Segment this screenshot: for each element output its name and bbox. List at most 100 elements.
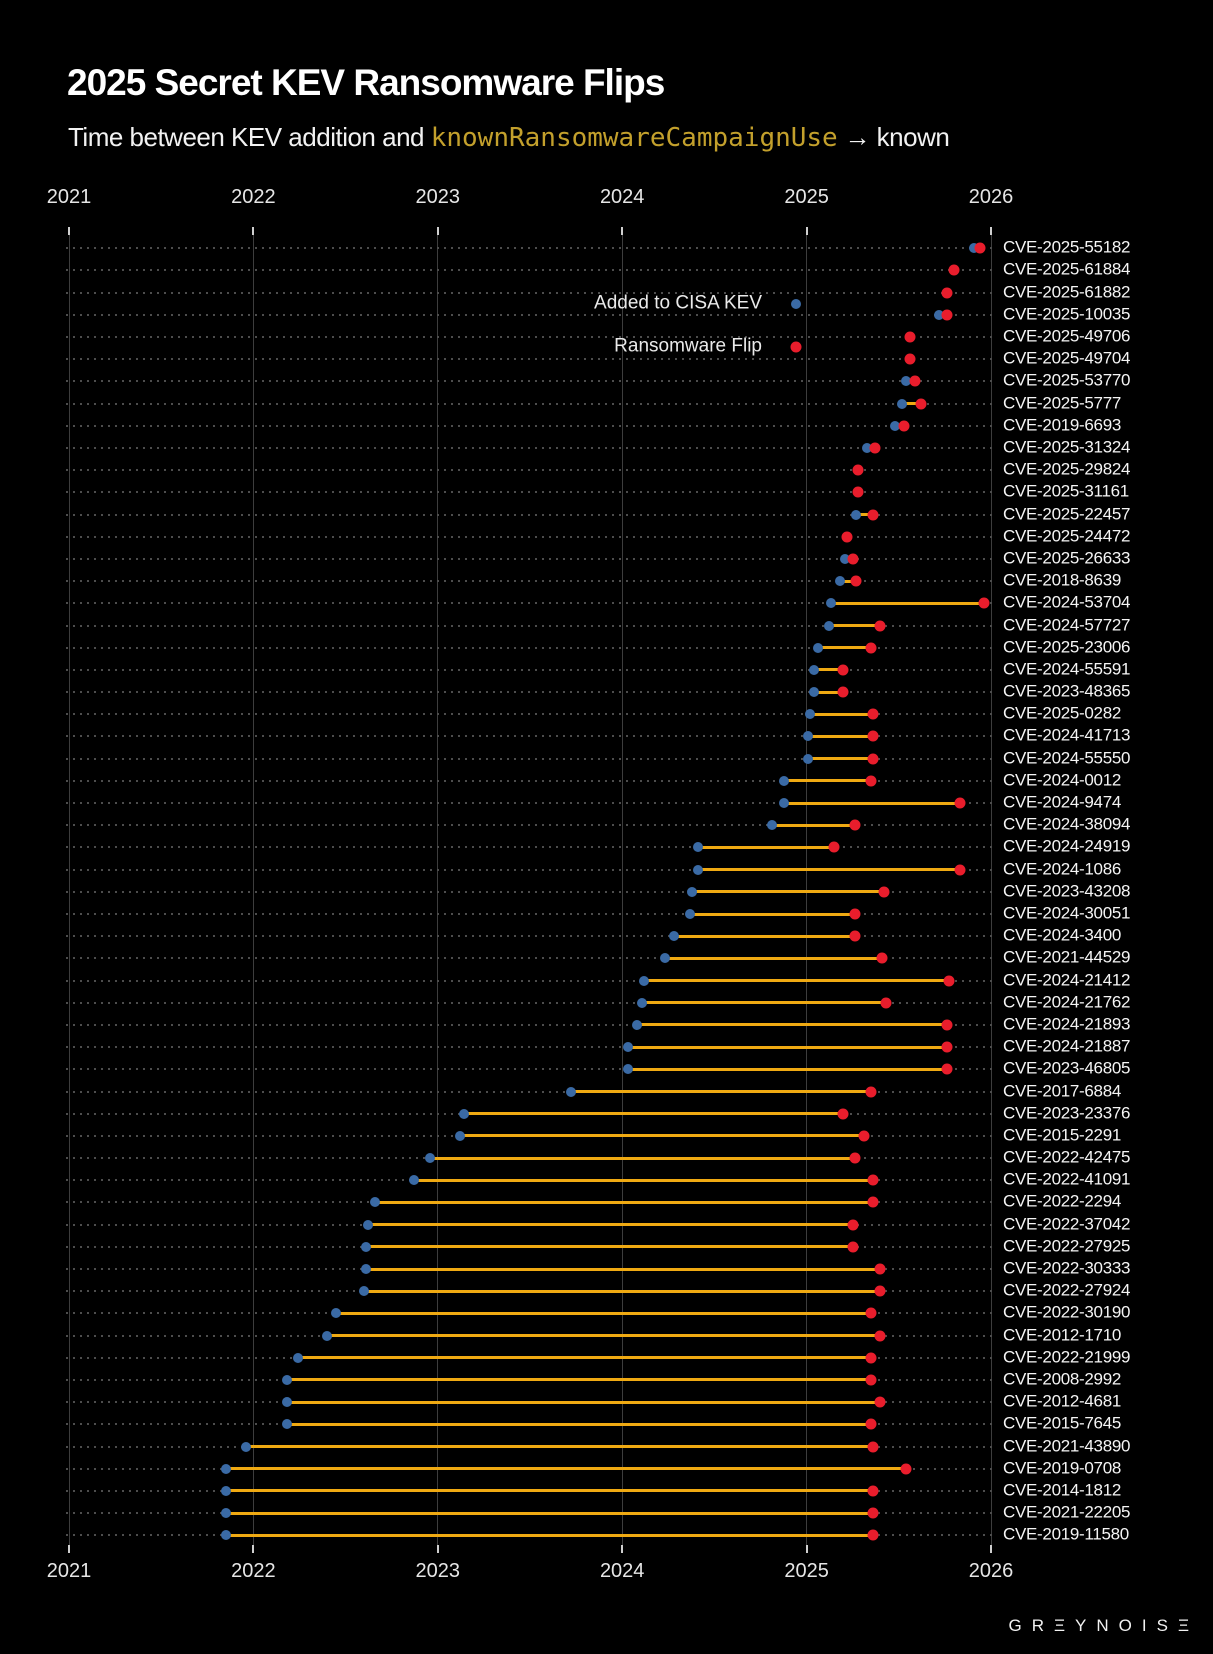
kev-dot <box>362 1219 373 1230</box>
cve-label: CVE-2024-9474 <box>1003 792 1122 812</box>
x-axis-label-bottom: 2025 <box>784 1560 829 1582</box>
flip-dot <box>865 1418 877 1430</box>
row-dotted-line <box>66 846 996 849</box>
row-dotted-line <box>66 402 996 405</box>
flip-dot <box>874 1285 886 1297</box>
kev-dot <box>901 376 912 387</box>
kev-dot <box>851 509 862 520</box>
connector-line <box>286 1378 872 1382</box>
row-dotted-line <box>66 890 996 893</box>
cve-label: CVE-2023-48365 <box>1003 681 1131 701</box>
flip-dot <box>941 287 953 299</box>
x-axis-label-bottom: 2024 <box>599 1560 645 1582</box>
connector-line <box>856 513 873 517</box>
flip-dot <box>874 1330 886 1342</box>
row-dotted-line <box>66 1001 996 1004</box>
flip-dot <box>900 1463 912 1475</box>
connector-line <box>286 1422 872 1426</box>
connector-line <box>828 624 881 628</box>
row-dotted-line <box>66 513 996 516</box>
flip-dot <box>867 708 879 720</box>
cve-label: CVE-2022-2294 <box>1003 1192 1122 1212</box>
kev-dot <box>565 1086 576 1097</box>
legend-flip-dot <box>790 341 802 353</box>
x-axis-label-top: 2023 <box>415 186 461 208</box>
year-gridline <box>252 227 254 1553</box>
x-axis-label-bottom: 2022 <box>231 1560 276 1582</box>
kev-dot <box>292 1352 303 1363</box>
cve-label: CVE-2025-49704 <box>1003 348 1131 368</box>
flip-dot <box>867 1507 879 1519</box>
cve-label: CVE-2024-30051 <box>1003 903 1131 923</box>
kev-dot <box>370 1197 381 1208</box>
row-dotted-line <box>66 580 996 583</box>
kev-dot <box>458 1108 469 1119</box>
connector-line <box>813 668 844 672</box>
flip-dot <box>837 686 849 698</box>
flip-dot <box>867 1196 879 1208</box>
flip-dot <box>978 597 990 609</box>
connector-line <box>690 912 855 916</box>
cve-label: CVE-2019-11580 <box>1003 1524 1129 1544</box>
connector-line <box>697 868 960 872</box>
subtitle-suffix: → known <box>837 122 950 152</box>
kev-dot <box>631 1019 642 1030</box>
connector-line <box>636 1023 947 1027</box>
flip-dot <box>909 375 921 387</box>
kev-dot <box>897 398 908 409</box>
flip-dot <box>867 509 879 521</box>
x-axis-label-bottom: 2023 <box>415 1560 461 1582</box>
cve-label: CVE-2025-10035 <box>1003 304 1131 324</box>
flip-dot <box>858 1130 870 1142</box>
cve-label: CVE-2022-27925 <box>1003 1236 1131 1256</box>
row-dotted-line <box>66 824 996 827</box>
flip-dot <box>874 1396 886 1408</box>
cve-label: CVE-2023-46805 <box>1003 1058 1131 1078</box>
flip-dot <box>880 997 892 1009</box>
year-gridline <box>806 227 808 1553</box>
connector-line <box>327 1334 881 1338</box>
cve-label: CVE-2012-1710 <box>1003 1325 1122 1345</box>
kev-dot <box>805 709 816 720</box>
cve-label: CVE-2025-29824 <box>1003 459 1131 479</box>
cve-label: CVE-2025-49706 <box>1003 326 1131 346</box>
kev-dot <box>692 864 703 875</box>
flip-dot <box>847 553 859 565</box>
connector-line <box>286 1400 881 1404</box>
cve-label: CVE-2023-43208 <box>1003 881 1131 901</box>
connector-line <box>627 1045 947 1049</box>
connector-line <box>459 1134 864 1138</box>
row-dotted-line <box>66 1090 996 1093</box>
flip-dot <box>867 1174 879 1186</box>
top-axis-tick <box>68 227 70 235</box>
x-axis-label-top: 2024 <box>599 186 645 208</box>
kev-dot <box>834 576 845 587</box>
kev-dot <box>637 997 648 1008</box>
flip-dot <box>847 1241 859 1253</box>
connector-line <box>413 1178 873 1182</box>
bottom-axis-tick <box>436 1545 439 1553</box>
kev-dot <box>692 842 703 853</box>
row-dotted-line <box>66 602 996 605</box>
row-dotted-line <box>66 646 996 649</box>
kev-dot <box>408 1175 419 1186</box>
year-gridline <box>68 227 70 1553</box>
kev-dot <box>360 1241 371 1252</box>
kev-dot <box>825 598 836 609</box>
kev-dot <box>934 309 945 320</box>
flip-dot <box>954 864 966 876</box>
cve-label: CVE-2025-5777 <box>1003 393 1122 413</box>
connector-line <box>673 934 855 938</box>
row-dotted-line <box>66 535 996 538</box>
flip-dot <box>941 309 953 321</box>
cve-label: CVE-2022-42475 <box>1003 1147 1131 1167</box>
kev-dot <box>220 1530 231 1541</box>
kev-dot <box>823 620 834 631</box>
row-dotted-line <box>66 424 996 427</box>
bottom-axis-tick <box>621 1545 624 1553</box>
year-gridline <box>621 227 623 1553</box>
cve-label: CVE-2025-26633 <box>1003 548 1131 568</box>
row-dotted-line <box>66 1023 996 1026</box>
connector-line <box>336 1311 872 1315</box>
